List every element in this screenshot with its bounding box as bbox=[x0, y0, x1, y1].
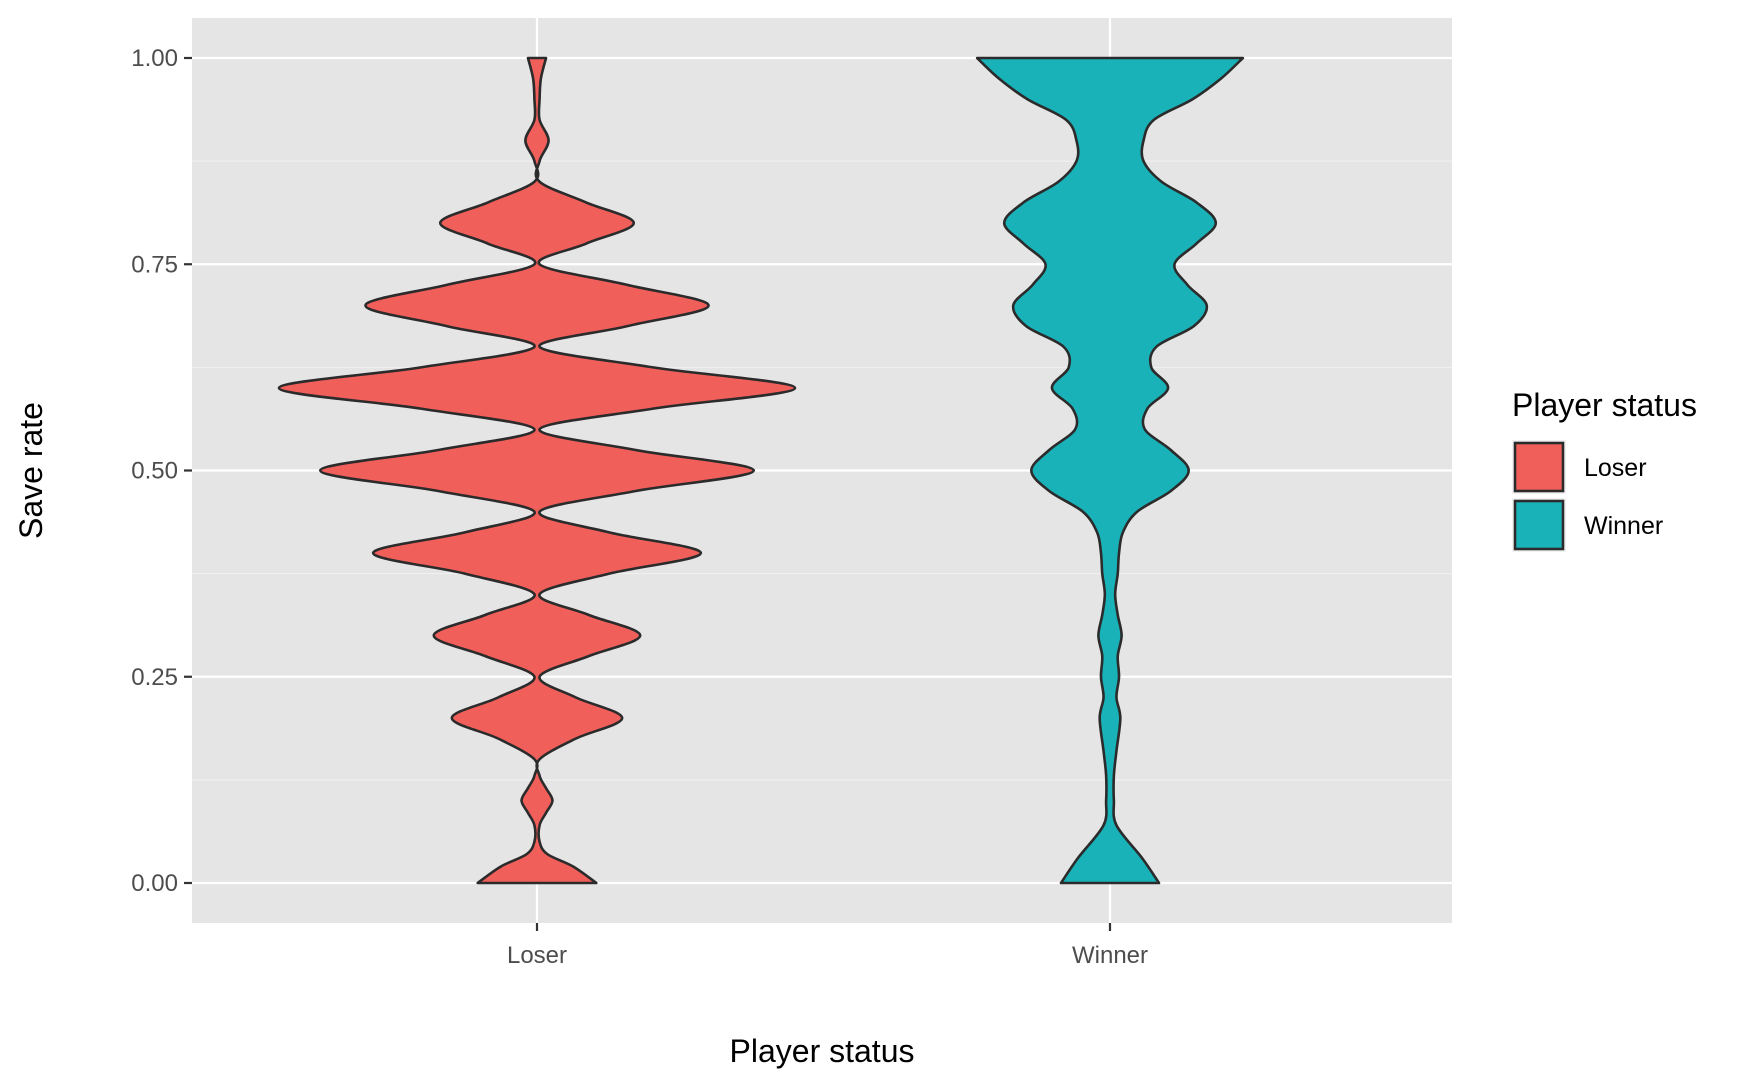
y-tick-label: 1.00 bbox=[131, 45, 178, 72]
y-tick-label: 0.00 bbox=[131, 870, 178, 897]
legend: Player status Loser Winner bbox=[1512, 387, 1697, 552]
legend-label-loser: Loser bbox=[1584, 454, 1647, 482]
legend-swatch-winner bbox=[1513, 499, 1565, 551]
axes: 0.00 0.25 0.50 0.75 1.00 Loser Winner bbox=[131, 45, 1148, 969]
x-tick-label: Winner bbox=[1072, 942, 1148, 969]
x-tick-label: Loser bbox=[507, 942, 567, 969]
y-tick-label: 0.75 bbox=[131, 251, 178, 278]
legend-swatch-loser bbox=[1513, 441, 1565, 493]
x-axis-title: Player status bbox=[730, 1033, 915, 1069]
violin-loser bbox=[277, 56, 797, 885]
legend-label-winner: Winner bbox=[1584, 512, 1663, 540]
y-axis-title: Save rate bbox=[13, 402, 49, 539]
legend-title: Player status bbox=[1512, 387, 1697, 423]
y-tick-label: 0.50 bbox=[131, 458, 178, 485]
y-tick-label: 0.25 bbox=[131, 664, 178, 691]
violin-winner bbox=[975, 56, 1245, 885]
violin-layer bbox=[277, 56, 1245, 885]
